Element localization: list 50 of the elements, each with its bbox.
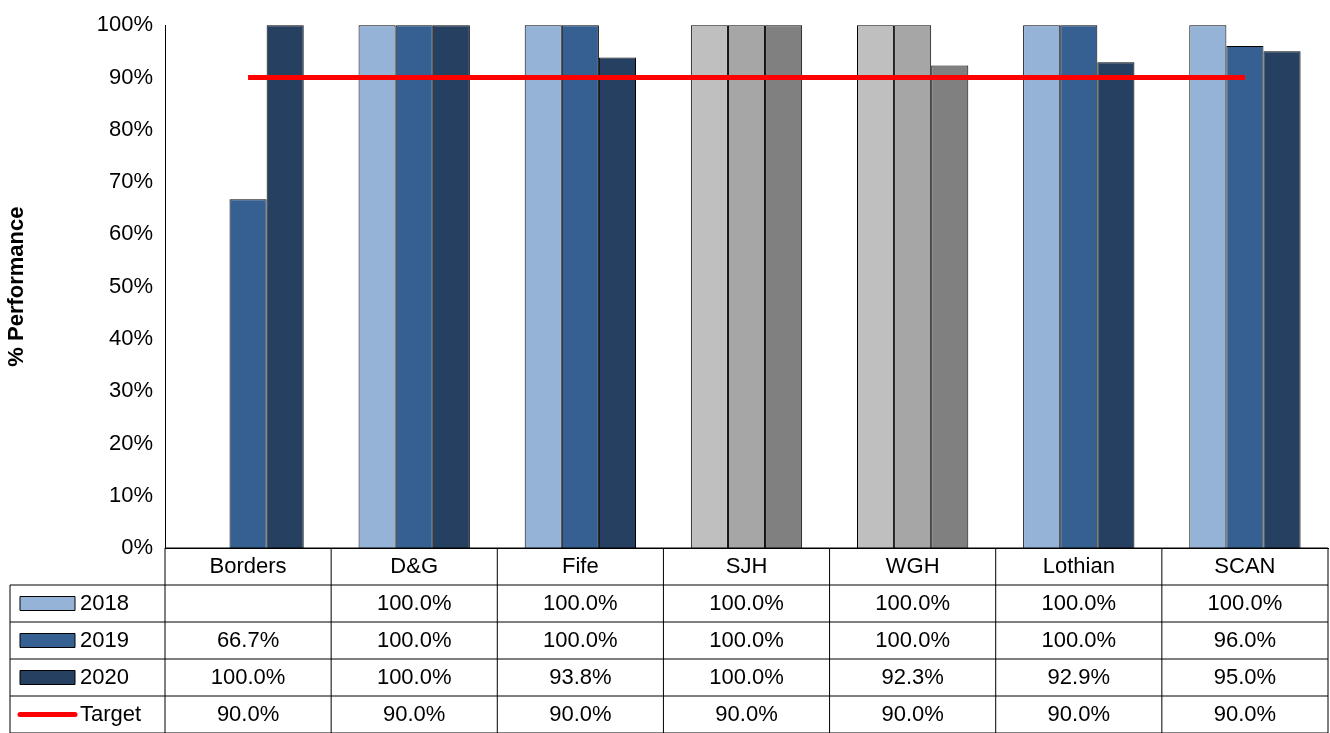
data-label: 100.0% xyxy=(210,663,286,689)
y-tick-label: 0% xyxy=(121,534,153,560)
y-tick-label: 10% xyxy=(108,481,153,507)
data-label: 90.0% xyxy=(216,700,280,726)
data-label: 100.0% xyxy=(709,626,784,652)
y-tick-label: 100% xyxy=(96,11,153,37)
data-label: 100.0% xyxy=(376,626,452,652)
data-label: 100.0% xyxy=(1041,589,1117,615)
data-label: 96.0% xyxy=(1213,626,1277,652)
x-tick-label: D&G xyxy=(390,552,439,578)
y-tick-label: 80% xyxy=(108,115,153,141)
data-label: 90.0% xyxy=(1213,700,1277,726)
data-label: 90.0% xyxy=(1047,700,1110,726)
data-label: 95.0% xyxy=(1213,663,1277,689)
y-tick-label: 70% xyxy=(108,168,153,194)
data-label: 90.0% xyxy=(383,700,446,726)
data-label: 90.0% xyxy=(881,700,944,726)
y-tick-label: 90% xyxy=(108,63,153,89)
x-tick-label: SJH xyxy=(725,552,768,578)
data-label: 100.0% xyxy=(709,589,784,615)
data-label: 100.0% xyxy=(875,589,950,615)
x-tick-label: SCAN xyxy=(1214,552,1276,578)
y-tick-label: 20% xyxy=(108,429,153,455)
legend-label: Target xyxy=(80,700,142,726)
data-label: 100.0% xyxy=(543,626,618,652)
data-label: 100.0% xyxy=(543,589,618,615)
y-axis-title: % Performance xyxy=(3,206,29,367)
data-label: 100.0% xyxy=(709,663,784,689)
data-label: 100.0% xyxy=(376,589,452,615)
data-label: 90.0% xyxy=(715,700,778,726)
legend-label: 2018 xyxy=(80,589,129,615)
data-label: 92.9% xyxy=(1047,663,1110,689)
y-tick-label: 50% xyxy=(108,272,153,298)
data-label: 90.0% xyxy=(549,700,612,726)
legend-label: 2020 xyxy=(80,663,129,689)
x-tick-label: Lothian xyxy=(1042,552,1115,578)
data-label: 100.0% xyxy=(1207,589,1283,615)
data-label: 93.8% xyxy=(549,663,612,689)
data-label: 92.3% xyxy=(881,663,944,689)
x-tick-label: Borders xyxy=(209,552,287,578)
x-tick-label: WGH xyxy=(885,552,940,578)
data-label: 100.0% xyxy=(1041,626,1117,652)
y-tick-label: 40% xyxy=(108,324,153,350)
x-tick-label: Fife xyxy=(562,552,599,578)
data-label: 66.7% xyxy=(216,626,280,652)
data-label: 100.0% xyxy=(376,663,452,689)
legend-label: 2019 xyxy=(80,626,129,652)
data-label: 100.0% xyxy=(875,626,950,652)
y-tick-label: 30% xyxy=(108,377,153,403)
y-tick-label: 60% xyxy=(108,220,153,246)
